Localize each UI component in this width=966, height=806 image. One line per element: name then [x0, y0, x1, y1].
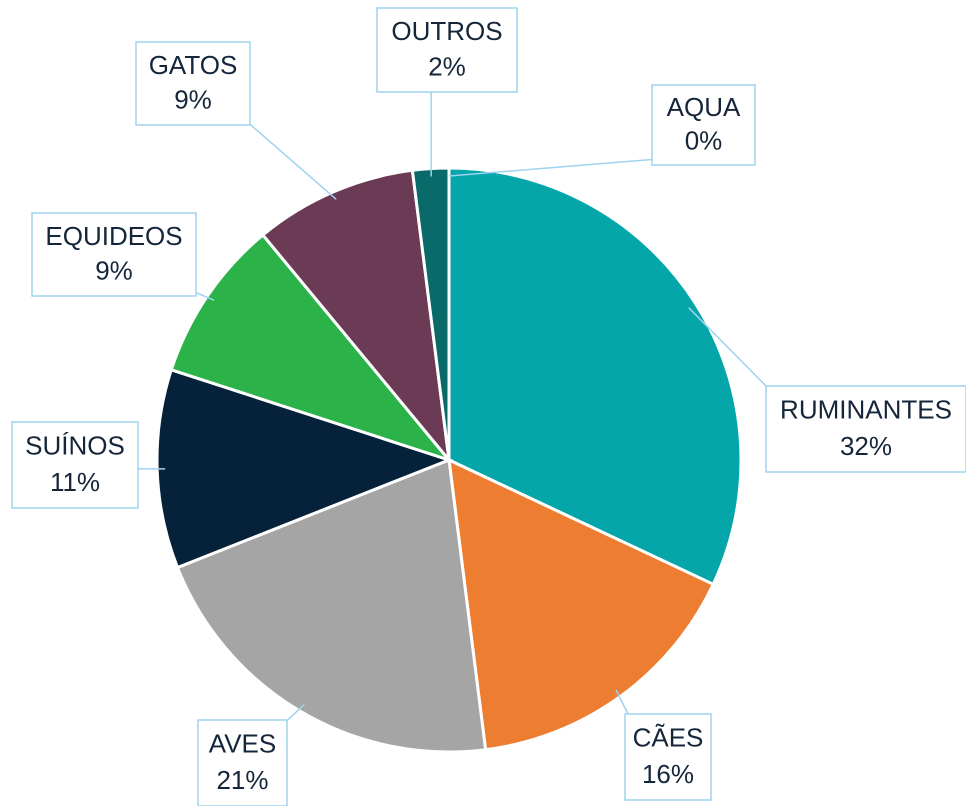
slice-value-label: 21%	[216, 765, 268, 795]
slice-value-label: 16%	[642, 759, 694, 789]
slice-value-label: 2%	[428, 51, 466, 81]
slice-name: CÃES	[633, 723, 704, 753]
page: RUMINANTES 32% CÃES 16% AVES 21% SUÍNOS 11% EQUI…	[0, 0, 966, 806]
slice-name: OUTROS	[391, 16, 502, 46]
leader-line	[449, 159, 658, 176]
leader-line	[244, 119, 336, 199]
slice-value-label: 0%	[685, 125, 723, 155]
chart: RUMINANTES 32% CÃES 16% AVES 21% SUÍNOS 11% EQUI…	[0, 0, 966, 806]
slice-name: RUMINANTES	[780, 395, 952, 425]
slice-name: SUÍNOS	[25, 431, 125, 461]
slice-name: AQUA	[667, 92, 741, 122]
slice-value-label: 9%	[95, 256, 133, 286]
slice-name: GATOS	[149, 50, 238, 80]
slice-value-label: 11%	[50, 467, 100, 497]
slice-value-label: 9%	[174, 85, 212, 115]
slice-name: EQUIDEOS	[45, 221, 182, 251]
slice-name: AVES	[209, 729, 276, 759]
slice-value-label: 32%	[840, 431, 892, 461]
